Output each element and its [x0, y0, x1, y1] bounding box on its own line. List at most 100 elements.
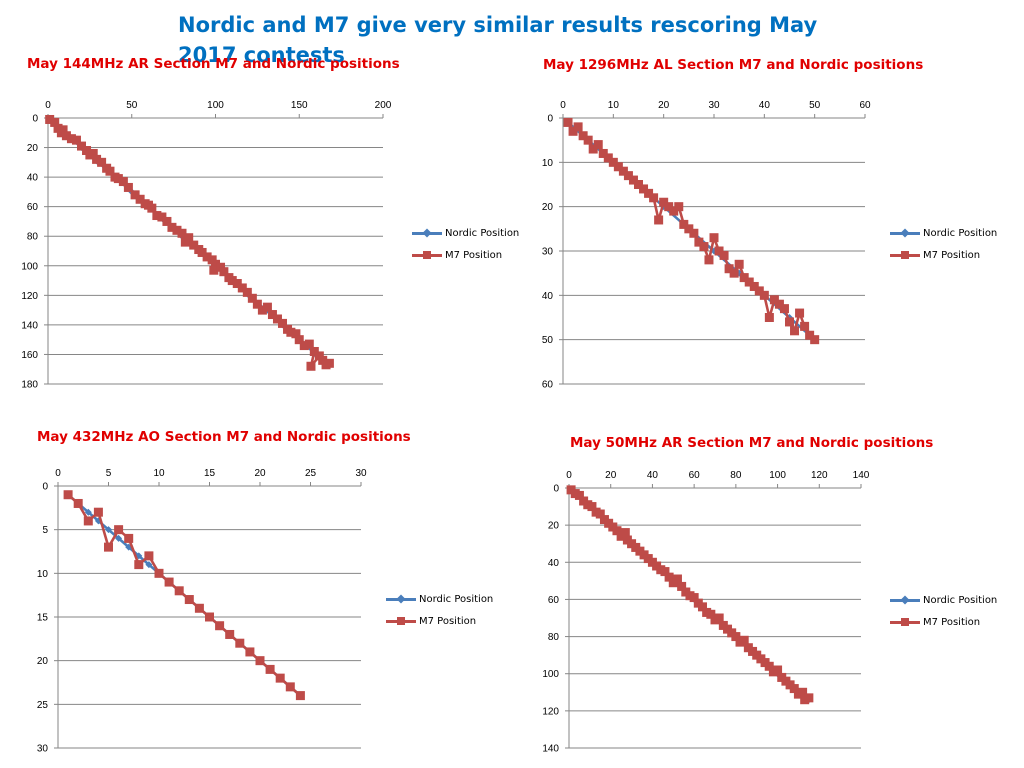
- m7-point: [237, 283, 247, 293]
- m7-point: [152, 211, 162, 221]
- m7-point: [71, 135, 81, 145]
- m7-point: [639, 184, 649, 194]
- x-tick-label: 10: [608, 100, 620, 111]
- x-tick-label: 25: [305, 468, 317, 479]
- legend-item-nordic: Nordic Position: [890, 222, 997, 244]
- m7-point: [184, 595, 194, 605]
- m7-point: [177, 228, 187, 238]
- m7-point: [113, 174, 123, 184]
- m7-point: [810, 335, 820, 345]
- x-tick-label: 100: [769, 470, 786, 481]
- m7-point: [299, 341, 309, 351]
- m7-point: [739, 635, 749, 645]
- x-tick-label: 200: [375, 100, 392, 111]
- x-tick-label: 150: [291, 100, 308, 111]
- m7-point: [66, 134, 76, 144]
- m7-point: [147, 203, 157, 213]
- m7-point: [669, 206, 679, 216]
- m7-point: [247, 293, 257, 303]
- legend-item-nordic: Nordic Position: [412, 222, 519, 244]
- m7-point: [162, 216, 172, 226]
- legend-label-m7: M7 Position: [923, 249, 981, 261]
- m7-point: [304, 339, 314, 349]
- legend-label-m7: M7 Position: [419, 615, 477, 627]
- y-tick-label: 60: [27, 202, 39, 213]
- m7-point: [134, 560, 144, 570]
- m7-point: [654, 215, 664, 225]
- chart-title-1296mhz: May 1296MHz AL Section M7 and Nordic pos…: [543, 57, 924, 73]
- m7-point: [77, 141, 86, 151]
- m7-point: [593, 140, 603, 150]
- m7-point: [568, 126, 578, 136]
- m7-point: [628, 175, 638, 185]
- m7-point: [262, 302, 272, 312]
- m7-point: [729, 268, 739, 278]
- m7-point: [286, 327, 296, 337]
- m7-point: [272, 314, 282, 324]
- m7-point: [714, 246, 724, 256]
- m7-point: [227, 276, 237, 286]
- x-tick-label: 30: [355, 468, 367, 479]
- y-tick-label: 30: [542, 247, 554, 258]
- m7-point: [634, 180, 643, 189]
- nordic-point: [105, 526, 112, 534]
- nordic-swatch-icon: [386, 593, 416, 605]
- m7-point: [295, 691, 305, 701]
- m7-point: [664, 202, 674, 212]
- m7-point: [563, 117, 573, 127]
- x-tick-label: 60: [859, 100, 871, 111]
- m7-point: [618, 166, 628, 176]
- m7-point: [215, 621, 225, 631]
- y-tick-label: 140: [21, 320, 38, 331]
- m7-point: [205, 612, 214, 622]
- m7-point: [235, 638, 245, 648]
- m7-point: [232, 279, 242, 289]
- m7-point: [291, 329, 301, 339]
- m7-point: [135, 194, 145, 204]
- m7-point: [623, 171, 633, 181]
- m7-point: [45, 114, 55, 124]
- m7-point: [197, 247, 207, 257]
- x-tick-label: 100: [207, 100, 224, 111]
- legend-item-m7: M7 Position: [386, 610, 493, 632]
- y-tick-label: 60: [542, 380, 554, 391]
- m7-point: [209, 265, 219, 275]
- m7-point: [50, 117, 60, 127]
- m7-point: [620, 528, 630, 538]
- m7-point: [97, 157, 107, 167]
- nordic-swatch-icon: [890, 594, 920, 606]
- nordic-swatch-icon: [890, 227, 920, 239]
- x-tick-label: 0: [55, 468, 61, 479]
- y-tick-label: 120: [542, 706, 559, 717]
- m7-swatch-icon: [386, 615, 416, 627]
- legend-144mhz: Nordic Position M7 Position: [412, 222, 519, 266]
- m7-point: [114, 525, 124, 535]
- m7-point: [694, 237, 704, 247]
- x-tick-label: 80: [730, 470, 742, 481]
- m7-point: [189, 240, 199, 250]
- m7-point: [306, 361, 316, 371]
- y-tick-label: 50: [542, 335, 554, 346]
- m7-point: [749, 281, 759, 291]
- m7-point: [73, 498, 83, 508]
- m7-point: [731, 632, 741, 642]
- legend-item-m7: M7 Position: [412, 244, 519, 266]
- x-tick-label: 20: [254, 468, 266, 479]
- x-tick-label: 0: [560, 100, 566, 111]
- m7-point: [595, 509, 605, 519]
- m7-point: [130, 190, 140, 200]
- y-tick-label: 5: [42, 525, 48, 536]
- m7-point: [785, 317, 794, 327]
- m7-point: [219, 267, 229, 277]
- m7-point: [63, 490, 73, 500]
- legend-label-nordic: Nordic Position: [923, 227, 998, 239]
- chart-title-144mhz: May 144MHz AR Section M7 and Nordic posi…: [27, 56, 400, 72]
- m7-point: [324, 358, 334, 368]
- m7-point: [92, 154, 102, 164]
- m7-point: [664, 572, 674, 582]
- y-tick-label: 40: [27, 173, 39, 184]
- m7-point: [804, 693, 814, 703]
- m7-point: [659, 197, 669, 207]
- m7-point: [660, 567, 670, 577]
